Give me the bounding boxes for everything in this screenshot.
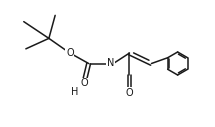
Text: O: O [81, 78, 88, 88]
Text: H: H [71, 87, 79, 97]
Text: O: O [66, 48, 74, 58]
Text: O: O [126, 88, 133, 98]
Text: N: N [107, 59, 114, 68]
